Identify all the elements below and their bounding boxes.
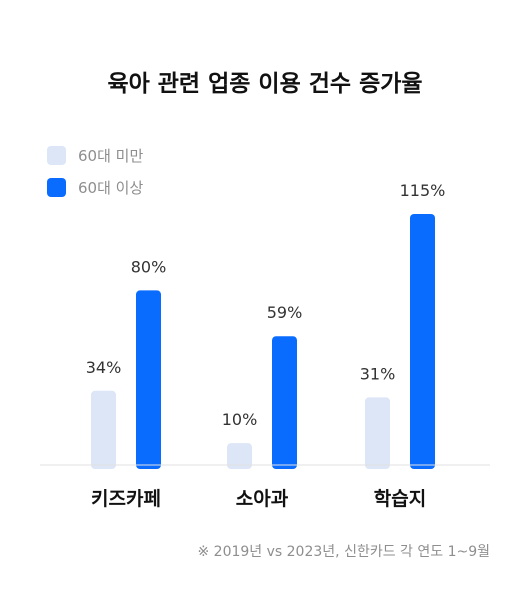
bar-pediatrics-under-60 [227,443,252,469]
x-tick-label-kids-cafe: 키즈카페 [91,488,161,510]
bar-study-material-under-60 [365,397,390,469]
x-tick-labels: 키즈카페 소아과 학습지 [91,488,426,510]
legend-swatch-under-60 [47,146,66,165]
legend-swatch-over-60 [47,178,66,197]
x-tick-label-study-material: 학습지 [374,488,426,510]
value-label-pediatrics-over-60: 59% [267,303,303,322]
x-tick-label-pediatrics: 소아과 [236,488,289,510]
bar-kids-cafe-under-60 [91,390,116,469]
value-label-study-material-under-60: 31% [360,364,396,383]
value-label-pediatrics-under-60: 10% [222,410,258,429]
bar-pediatrics-over-60 [272,336,297,469]
bar-study-material-over-60 [410,214,435,469]
chart-title: 육아 관련 업종 이용 건수 증가율 [107,71,422,97]
value-labels-layer: 34% 80% 10% 59% 31% 115% [86,181,446,429]
bar-kids-cafe-over-60 [136,290,161,469]
value-label-kids-cafe-under-60: 34% [86,358,122,377]
legend-label-under-60: 60대 미만 [78,147,143,165]
footnote: ※ 2019년 vs 2023년, 신한카드 각 연도 1~9월 [197,544,490,560]
legend-label-over-60: 60대 이상 [78,179,143,197]
bars-layer [91,214,435,469]
value-label-kids-cafe-over-60: 80% [131,257,167,276]
legend: 60대 미만 60대 이상 [47,146,143,197]
value-label-study-material-over-60: 115% [400,181,446,200]
